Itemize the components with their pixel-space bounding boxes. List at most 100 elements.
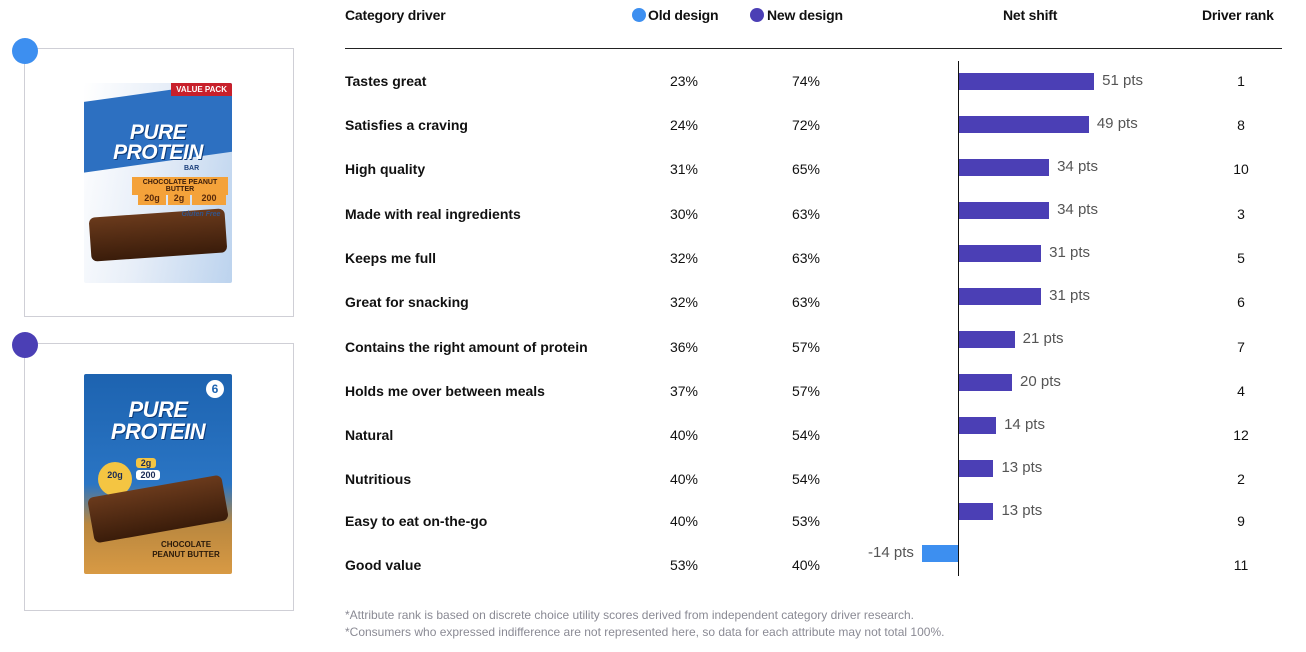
driver-rank-value: 10: [1233, 161, 1249, 177]
stat-protein: 20g: [107, 470, 123, 480]
new-design-marker: [12, 332, 38, 358]
net-shift-label: 31 pts: [1049, 287, 1091, 304]
value-pack-tag: VALUE PACK: [171, 83, 232, 96]
new-design-value: 40%: [791, 557, 821, 573]
brand-line-1: PURE: [129, 121, 187, 144]
old-design-value: 53%: [669, 557, 699, 573]
header-old-design: Old design: [648, 7, 719, 23]
old-design-value: 32%: [669, 250, 699, 266]
new-design-value: 54%: [791, 471, 821, 487]
brand-line-2: PROTEIN: [110, 419, 206, 444]
new-design-value: 65%: [791, 161, 821, 177]
driver-rank-value: 6: [1237, 294, 1245, 310]
net-shift-label: 31 pts: [1049, 244, 1091, 261]
new-design-value: 72%: [791, 117, 821, 133]
new-design-card: 6 PURE PROTEIN 20g 2g 200 CHOCOLATE PEAN…: [24, 343, 294, 611]
old-design-value: 24%: [669, 117, 699, 133]
row-label: Satisfies a craving: [345, 117, 468, 133]
new-design-value: 63%: [791, 206, 821, 222]
brand-line-1: PURE: [128, 397, 188, 422]
net-shift-bar: [959, 116, 1089, 133]
driver-rank-value: 9: [1237, 513, 1245, 529]
old-design-value: 40%: [669, 513, 699, 529]
old-package-image: VALUE PACK PURE PROTEIN BAR CHOCOLATE PE…: [84, 83, 232, 283]
net-shift-bar: [959, 374, 1012, 391]
row-label: Made with real ingredients: [345, 206, 521, 222]
new-design-value: 54%: [791, 427, 821, 443]
count-badge: 6: [206, 380, 224, 398]
driver-rank-value: 5: [1237, 250, 1245, 266]
net-shift-bar: [959, 417, 997, 434]
row-label: Great for snacking: [345, 294, 469, 310]
net-shift-label: 13 pts: [1001, 459, 1043, 476]
flavor-label: CHOCOLATE PEANUT BUTTER: [132, 177, 228, 195]
net-shift-bar: [959, 460, 994, 477]
header-category-driver: Category driver: [345, 7, 446, 23]
old-design-value: 40%: [669, 471, 699, 487]
net-shift-bar: [959, 288, 1042, 305]
brand-line-2: PROTEIN: [113, 141, 203, 164]
row-label: High quality: [345, 161, 426, 177]
header-new-design: New design: [767, 7, 843, 23]
old-design-value: 23%: [669, 73, 699, 89]
row-label: Tastes great: [345, 73, 427, 89]
flavor-line-2: PEANUT BUTTER: [152, 550, 220, 559]
net-shift-label: -14 pts: [868, 544, 914, 561]
driver-rank-value: 1: [1237, 73, 1245, 89]
row-label: Natural: [345, 427, 394, 443]
old-design-value: 30%: [669, 206, 699, 222]
legend-old-dot: [632, 8, 646, 22]
stat-sugar: 2g: [136, 458, 156, 468]
row-label: Nutritious: [345, 471, 412, 487]
net-shift-bar: [959, 245, 1042, 262]
header-rule: [345, 48, 1282, 49]
stat-calories: 200: [192, 191, 226, 205]
old-design-marker: [12, 38, 38, 64]
net-shift-label: 34 pts: [1057, 201, 1098, 218]
driver-rank-value: 11: [1233, 557, 1249, 573]
gluten-free-label: Gluten Free: [181, 211, 221, 218]
net-shift-bar: [959, 202, 1050, 219]
new-design-value: 53%: [791, 513, 821, 529]
stat-sugar: 2g: [168, 191, 190, 205]
footnote-1: *Attribute rank is based on discrete cho…: [345, 608, 914, 622]
new-design-value: 57%: [791, 383, 821, 399]
bar-sub: BAR: [184, 165, 200, 172]
old-design-value: 36%: [669, 339, 699, 355]
new-design-value: 57%: [791, 339, 821, 355]
net-shift-bar: [959, 331, 1015, 348]
row-label: Good value: [345, 557, 422, 573]
row-label: Keeps me full: [345, 250, 437, 266]
stat-calories: 200: [136, 470, 160, 480]
net-shift-zero-axis: [958, 61, 959, 576]
legend-new-dot: [750, 8, 764, 22]
new-design-value: 74%: [791, 73, 821, 89]
net-shift-label: 14 pts: [1004, 416, 1045, 433]
net-shift-bar: [959, 159, 1050, 176]
net-shift-label: 51 pts: [1102, 72, 1144, 89]
driver-rank-value: 7: [1237, 339, 1245, 355]
driver-rank-value: 3: [1237, 206, 1245, 222]
driver-rank-value: 12: [1233, 427, 1249, 443]
driver-rank-value: 8: [1237, 117, 1245, 133]
old-design-value: 31%: [669, 161, 699, 177]
driver-rank-value: 4: [1237, 383, 1245, 399]
old-design-value: 40%: [669, 427, 699, 443]
net-shift-bar: [959, 73, 1095, 90]
row-label: Easy to eat on-the-go: [345, 513, 488, 529]
stat-protein: 20g: [138, 191, 166, 205]
net-shift-label: 21 pts: [1022, 330, 1064, 347]
old-design-value: 32%: [669, 294, 699, 310]
new-package-image: 6 PURE PROTEIN 20g 2g 200 CHOCOLATE PEAN…: [84, 374, 232, 574]
net-shift-bar: [959, 503, 994, 520]
net-shift-label: 34 pts: [1057, 158, 1098, 175]
old-design-value: 37%: [669, 383, 699, 399]
net-shift-label: 20 pts: [1020, 373, 1061, 390]
new-design-value: 63%: [791, 250, 821, 266]
old-design-card: VALUE PACK PURE PROTEIN BAR CHOCOLATE PE…: [24, 48, 294, 317]
row-label: Holds me over between meals: [345, 383, 545, 399]
net-shift-label: 13 pts: [1001, 502, 1043, 519]
row-label: Contains the right amount of protein: [345, 339, 588, 355]
header-net-shift: Net shift: [1003, 7, 1058, 23]
header-driver-rank: Driver rank: [1202, 7, 1274, 23]
